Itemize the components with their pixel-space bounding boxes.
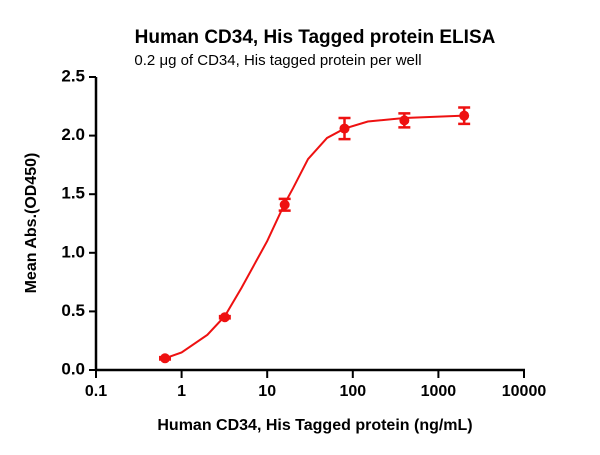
chart-subtitle: 0.2 μg of CD34, His tagged protein per w… — [134, 52, 421, 69]
x-tick-label: 0.1 — [85, 383, 107, 400]
data-point — [160, 353, 171, 364]
x-tick-label: 100 — [339, 383, 366, 400]
x-tick-label: 1 — [177, 383, 186, 400]
y-tick-label: 1.5 — [61, 184, 85, 203]
data-point — [219, 312, 230, 323]
y-axis-label: Mean Abs.(OD450) — [23, 153, 40, 294]
data-point — [279, 199, 290, 210]
data-point — [459, 110, 470, 121]
data-point — [339, 123, 350, 134]
y-tick-label: 1.0 — [61, 242, 85, 261]
y-tick-label: 2.0 — [61, 125, 85, 144]
data-point — [399, 115, 410, 126]
x-tick-label: 10000 — [502, 383, 547, 400]
y-tick-label: 2.5 — [61, 66, 85, 85]
y-tick-label: 0.0 — [61, 359, 85, 378]
x-axis-label: Human CD34, His Tagged protein (ng/mL) — [157, 417, 472, 434]
x-tick-label: 10 — [258, 383, 276, 400]
y-tick-label: 0.5 — [61, 301, 85, 320]
fit-curve — [164, 114, 465, 360]
x-tick-label: 1000 — [421, 383, 457, 400]
chart-title: Human CD34, His Tagged protein ELISA — [135, 27, 496, 48]
